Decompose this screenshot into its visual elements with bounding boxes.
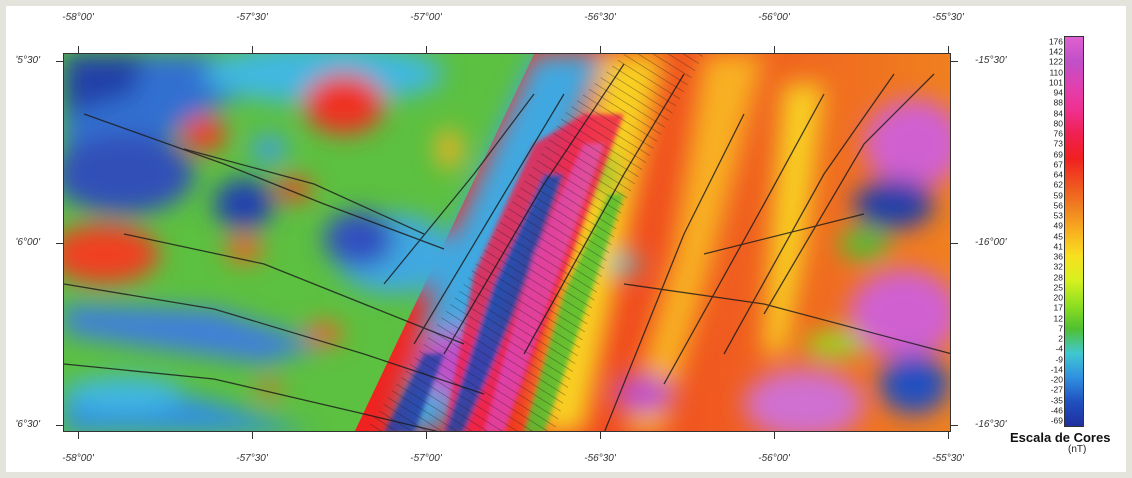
- lon-tick-top: -57°00': [410, 12, 442, 23]
- scale-label: 28: [1053, 272, 1063, 283]
- scale-label: 59: [1053, 190, 1063, 201]
- lon-tick-bottom: -56°00': [758, 453, 790, 464]
- map-raster: [64, 54, 950, 431]
- lat-tick-right: -15°30': [975, 55, 1007, 66]
- tick-mark: [252, 432, 253, 439]
- scale-label: 110: [1049, 67, 1063, 78]
- scale-label: 20: [1053, 292, 1063, 303]
- lon-tick-bottom: -57°00': [410, 453, 442, 464]
- scale-label: 2: [1058, 333, 1063, 344]
- lat-tick-left: ʹ6°00': [15, 237, 40, 248]
- lon-tick-bottom: -58°00': [62, 453, 94, 464]
- scale-label: 32: [1053, 261, 1063, 272]
- lon-tick-top: -56°30': [584, 12, 616, 23]
- scale-label: -35: [1050, 395, 1063, 405]
- scale-label: -9: [1055, 354, 1063, 365]
- tick-mark: [951, 61, 958, 62]
- scale-label: 84: [1053, 108, 1063, 119]
- scale-label: -27: [1050, 384, 1063, 395]
- scale-label: 25: [1053, 282, 1063, 293]
- scale-label: 94: [1053, 87, 1063, 98]
- tick-mark: [56, 425, 63, 426]
- scale-label: 101: [1048, 77, 1063, 88]
- tick-mark: [774, 432, 775, 439]
- tick-mark: [774, 46, 775, 53]
- scale-label: 41: [1053, 241, 1063, 252]
- magnetic-anomaly-map: [63, 53, 951, 432]
- scale-label: 12: [1053, 313, 1063, 324]
- scale-label: 56: [1053, 200, 1063, 211]
- scale-label: -46: [1050, 405, 1063, 416]
- scale-label: 88: [1053, 97, 1063, 108]
- lat-tick-right: -16°00': [975, 237, 1007, 248]
- scale-label: 64: [1053, 169, 1063, 180]
- lat-tick-left: ʹ6°30': [15, 419, 40, 430]
- scale-label: -20: [1050, 374, 1063, 385]
- tick-mark: [951, 425, 958, 426]
- scale-label: 176: [1048, 36, 1063, 47]
- tick-mark: [600, 432, 601, 439]
- legend-unit: (nT): [1068, 444, 1087, 455]
- scale-label: 49: [1053, 220, 1063, 231]
- scale-label: 80: [1053, 118, 1063, 129]
- lat-tick-right: -16°30': [975, 419, 1007, 430]
- tick-mark: [252, 46, 253, 53]
- scale-label: -69: [1050, 415, 1063, 426]
- scale-label: 67: [1053, 159, 1063, 170]
- lon-tick-bottom: -57°30': [236, 453, 268, 464]
- scale-label: 69: [1053, 149, 1063, 160]
- tick-mark: [948, 46, 949, 53]
- tick-mark: [426, 46, 427, 53]
- tick-mark: [951, 243, 958, 244]
- scale-label: -4: [1055, 343, 1063, 354]
- lon-tick-top: -58°00': [62, 12, 94, 23]
- lon-tick-top: -56°00': [758, 12, 790, 23]
- legend-title: Escala de Cores: [1010, 430, 1111, 445]
- scale-label: 53: [1053, 210, 1063, 221]
- tick-mark: [78, 46, 79, 53]
- tick-mark: [56, 61, 63, 62]
- color-scale-bar: [1064, 36, 1084, 427]
- tick-mark: [56, 243, 63, 244]
- tick-mark: [78, 432, 79, 439]
- scale-label: 45: [1053, 231, 1063, 242]
- tick-mark: [426, 432, 427, 439]
- tick-mark: [948, 432, 949, 439]
- lon-tick-bottom: -55°30': [932, 453, 964, 464]
- scale-label: 62: [1053, 179, 1063, 190]
- scale-label: 122: [1048, 56, 1063, 67]
- scale-label: 36: [1053, 251, 1063, 262]
- scale-label: 76: [1053, 128, 1063, 139]
- scale-label: 17: [1053, 302, 1063, 313]
- scale-label: -14: [1050, 364, 1063, 375]
- scale-label: 7: [1058, 323, 1063, 334]
- scale-label: 73: [1053, 138, 1063, 149]
- lon-tick-top: -55°30': [932, 12, 964, 23]
- lat-tick-left: ʹ5°30': [15, 55, 40, 66]
- scale-label: 142: [1048, 46, 1063, 57]
- tick-mark: [600, 46, 601, 53]
- lon-tick-bottom: -56°30': [584, 453, 616, 464]
- lon-tick-top: -57°30': [236, 12, 268, 23]
